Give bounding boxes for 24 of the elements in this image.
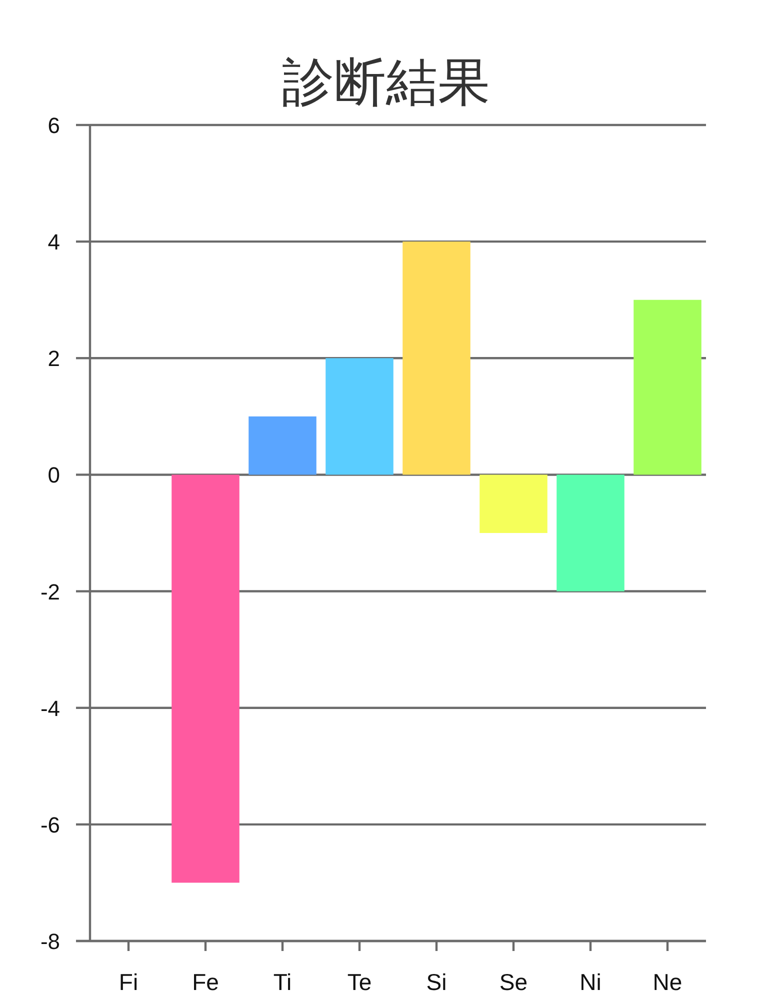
x-tick-label: Se [499,969,528,995]
x-tick-label: Ni [580,969,602,995]
y-tick-label: 0 [48,462,60,488]
bar [402,242,470,475]
bar [556,474,624,592]
y-tick-label: -6 [40,812,60,838]
y-tick-label: 2 [48,346,60,372]
bar [172,474,240,883]
x-tick-label: Ti [273,969,292,995]
bar [326,358,394,475]
x-tick-label: Te [347,969,372,995]
y-tick-label: -8 [40,929,60,954]
chart-title: 診断結果 [282,54,490,112]
bar [480,474,548,533]
x-tick-label: Si [426,969,447,995]
x-tick-label: Fi [118,969,138,995]
y-tick-label: 4 [48,230,60,255]
bar [248,416,316,475]
bar [634,300,702,475]
y-tick-label: -4 [40,696,60,721]
x-tick-label: Fe [192,969,219,995]
y-tick-label: -2 [40,579,60,604]
y-tick-label: 6 [48,113,60,138]
x-tick-label: Ne [652,969,682,995]
